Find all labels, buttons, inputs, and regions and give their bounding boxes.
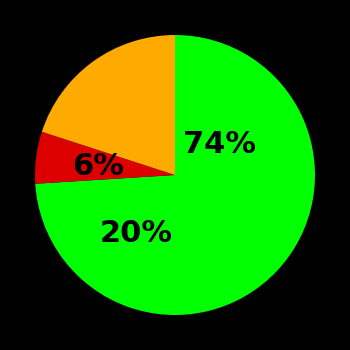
Text: 6%: 6% [72,152,124,181]
Text: 74%: 74% [183,130,256,159]
Wedge shape [42,35,175,175]
Wedge shape [35,132,175,184]
Wedge shape [35,35,315,315]
Text: 20%: 20% [99,219,172,248]
